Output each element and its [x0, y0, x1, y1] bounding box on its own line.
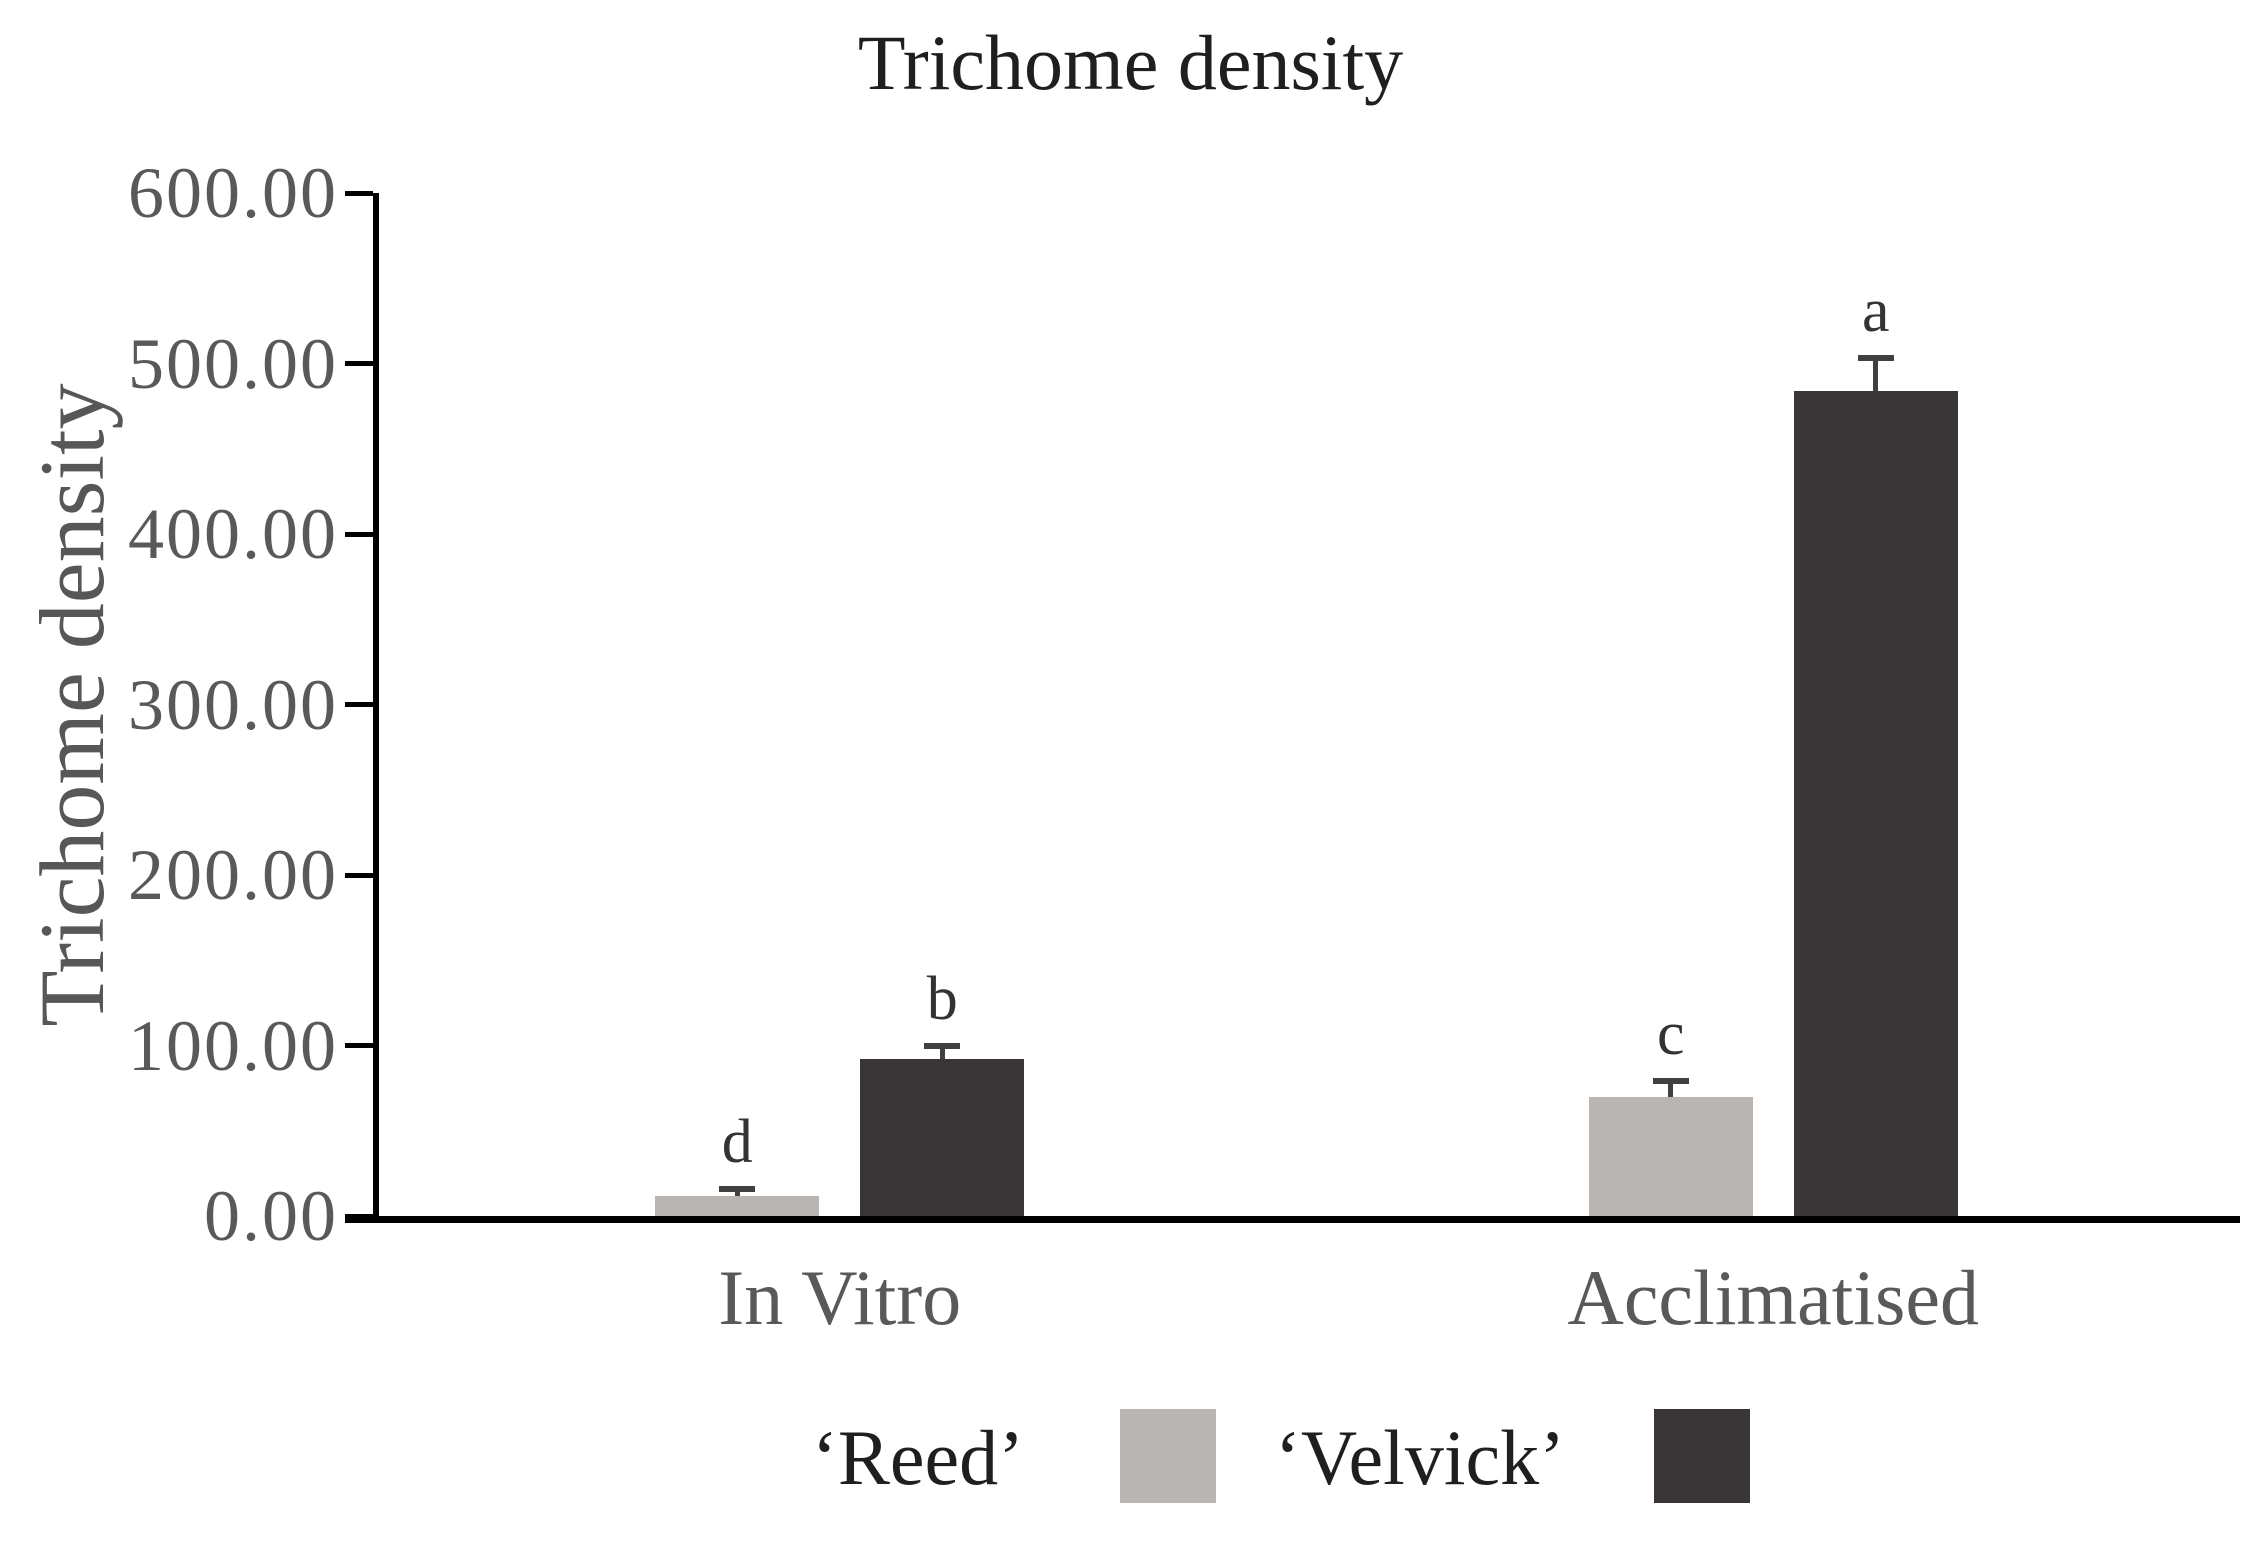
y-tick-label: 600.00 [128, 153, 338, 233]
error-bar-cap-reed-in-vitro [719, 1185, 756, 1192]
bar-velvick-acclimatised [1793, 390, 1958, 1216]
error-bar-stem-reed-in-vitro [734, 1188, 740, 1196]
y-tick-label: 500.00 [128, 323, 338, 404]
error-bar-stem-velvick-in-vitro [939, 1045, 945, 1060]
y-tick-mark [345, 702, 373, 707]
y-tick-label: 400.00 [128, 494, 338, 574]
legend-label-velvick: ‘Velvick’ [1274, 1414, 1566, 1501]
sig-letter-d: d [721, 1107, 753, 1176]
x-axis-line [345, 1216, 2240, 1223]
y-tick-label: 200.00 [128, 835, 338, 915]
y-tick-mark [345, 1043, 373, 1048]
bar-reed-acclimatised [1588, 1096, 1753, 1216]
y-axis-line [373, 193, 379, 1223]
y-tick-label: 100.00 [128, 1005, 338, 1086]
y-tick-mark [345, 361, 373, 366]
legend-label-reed: ‘Reed’ [811, 1414, 1025, 1501]
error-bar-cap-velvick-acclimatised [1857, 355, 1894, 362]
sig-letter-a: a [1861, 277, 1890, 346]
sig-letter-b: b [926, 964, 958, 1033]
legend-swatch-velvick [1654, 1409, 1750, 1503]
y-tick-label: 300.00 [128, 664, 338, 745]
sig-letter-c: c [1656, 1000, 1685, 1069]
x-category-label-acclimatised: Acclimatised [1567, 1254, 1980, 1341]
y-tick-mark [345, 531, 373, 537]
error-bar-stem-velvick-acclimatised [1873, 358, 1879, 391]
chart-title: Trichome density [857, 19, 1404, 106]
x-category-label-in-vitro: In Vitro [718, 1254, 962, 1341]
y-tick-mark [345, 190, 373, 196]
y-tick-mark [345, 872, 373, 878]
y-tick-label: 0.00 [204, 1176, 338, 1256]
bar-reed-in-vitro [655, 1195, 820, 1216]
bar-velvick-in-vitro [860, 1059, 1025, 1216]
legend-swatch-reed [1120, 1409, 1216, 1503]
error-bar-cap-reed-acclimatised [1652, 1078, 1689, 1085]
error-bar-stem-reed-acclimatised [1668, 1081, 1674, 1097]
error-bar-cap-velvick-in-vitro [924, 1042, 961, 1049]
